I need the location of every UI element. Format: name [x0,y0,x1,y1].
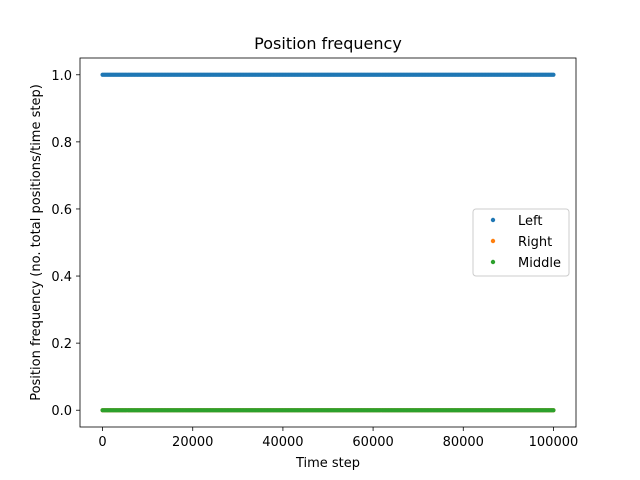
y-tick-label: 1.0 [51,69,72,84]
series-middle [100,408,556,413]
plot-frame [79,57,577,428]
x-tick-label: 0 [98,435,106,450]
legend-box [472,208,570,277]
legend: Left Right Middle [472,208,570,277]
y-tick-label: 0.2 [51,337,72,352]
legend-marker [490,238,496,244]
y-tick-label: 0.4 [51,270,72,285]
legend-label: Left [518,214,542,229]
series-layer [100,72,556,413]
legend-item-left: Left [490,214,542,229]
data-point [551,408,556,413]
data-point [551,72,556,77]
legend-label: Right [518,235,552,250]
chart-title: Position frequency [254,34,402,53]
x-axis-ticks: 0 20000 40000 60000 80000 100000 [98,427,578,450]
x-tick-label: 80000 [443,435,484,450]
series-left [100,72,556,77]
y-axis-ticks: 0.0 0.2 0.4 0.6 0.8 1.0 [51,69,80,419]
x-tick-label: 60000 [352,435,393,450]
x-axis-label: Time step [295,456,360,471]
x-tick-label: 40000 [262,435,303,450]
y-axis-label: Position frequency (no. total positions/… [29,84,44,401]
legend-item-middle: Middle [490,256,561,271]
legend-label: Middle [518,256,561,271]
y-tick-label: 0.6 [51,203,72,218]
x-tick-label: 100000 [529,435,579,450]
legend-marker [490,259,496,265]
legend-marker [490,217,496,223]
x-tick-label: 20000 [172,435,213,450]
y-tick-label: 0.8 [51,136,72,151]
y-tick-label: 0.0 [51,404,72,419]
legend-item-right: Right [490,235,552,250]
